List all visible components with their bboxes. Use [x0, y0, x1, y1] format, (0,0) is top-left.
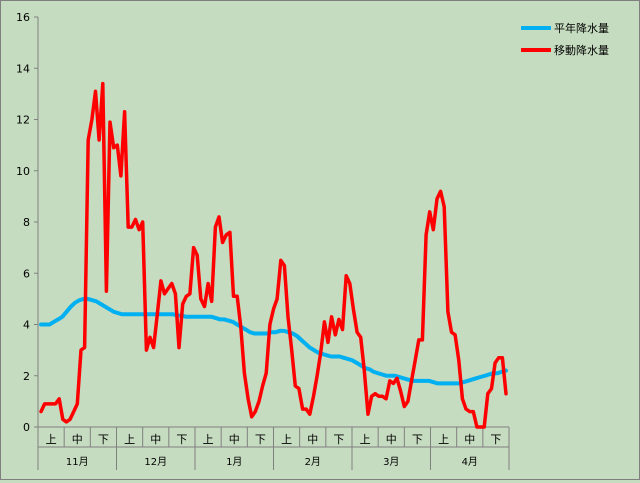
x-period-label: 上 [203, 433, 214, 446]
x-period-label: 上 [438, 433, 449, 446]
series-line-moving-precip [39, 81, 508, 429]
y-tick-label: 12 [16, 114, 30, 127]
legend-label: 移動降水量 [554, 43, 609, 57]
x-period-label: 下 [490, 433, 501, 446]
y-tick-label: 14 [16, 62, 30, 75]
x-month-label: 2月 [305, 456, 321, 468]
y-tick-label: 4 [23, 319, 30, 332]
x-month-label: 3月 [383, 456, 399, 468]
x-period-label: 上 [360, 433, 371, 446]
x-period-label: 下 [98, 433, 109, 446]
x-period-label: 中 [386, 433, 397, 446]
x-period-label: 上 [281, 433, 292, 446]
x-period-label: 下 [412, 433, 423, 446]
x-month-label: 1月 [226, 456, 242, 468]
x-month-label: 4月 [462, 456, 478, 468]
series-line-normal-precip [39, 296, 508, 386]
y-tick-label: 10 [16, 165, 30, 178]
x-month-label: 11月 [66, 456, 89, 468]
x-period-label: 中 [229, 433, 240, 446]
x-period-label: 下 [333, 433, 344, 446]
y-tick-label: 6 [23, 267, 30, 280]
y-tick-label: 2 [23, 370, 30, 383]
x-period-label: 上 [46, 433, 57, 446]
legend-label: 平年降水量 [554, 21, 609, 35]
x-period-label: 下 [255, 433, 266, 446]
x-month-label: 12月 [144, 456, 167, 468]
x-period-label: 上 [124, 433, 135, 446]
axes: 0246810121416上中下11月上中下12月上中下1月上中下2月上中下3月… [16, 11, 510, 470]
x-period-label: 中 [464, 433, 475, 446]
x-period-label: 中 [150, 433, 161, 446]
y-tick-label: 16 [16, 11, 30, 24]
x-period-label: 下 [176, 433, 187, 446]
series-lines [39, 81, 508, 429]
x-period-label: 中 [72, 433, 83, 446]
y-tick-label: 8 [23, 216, 30, 229]
x-period-label: 中 [307, 433, 318, 446]
y-tick-label: 0 [23, 421, 30, 434]
